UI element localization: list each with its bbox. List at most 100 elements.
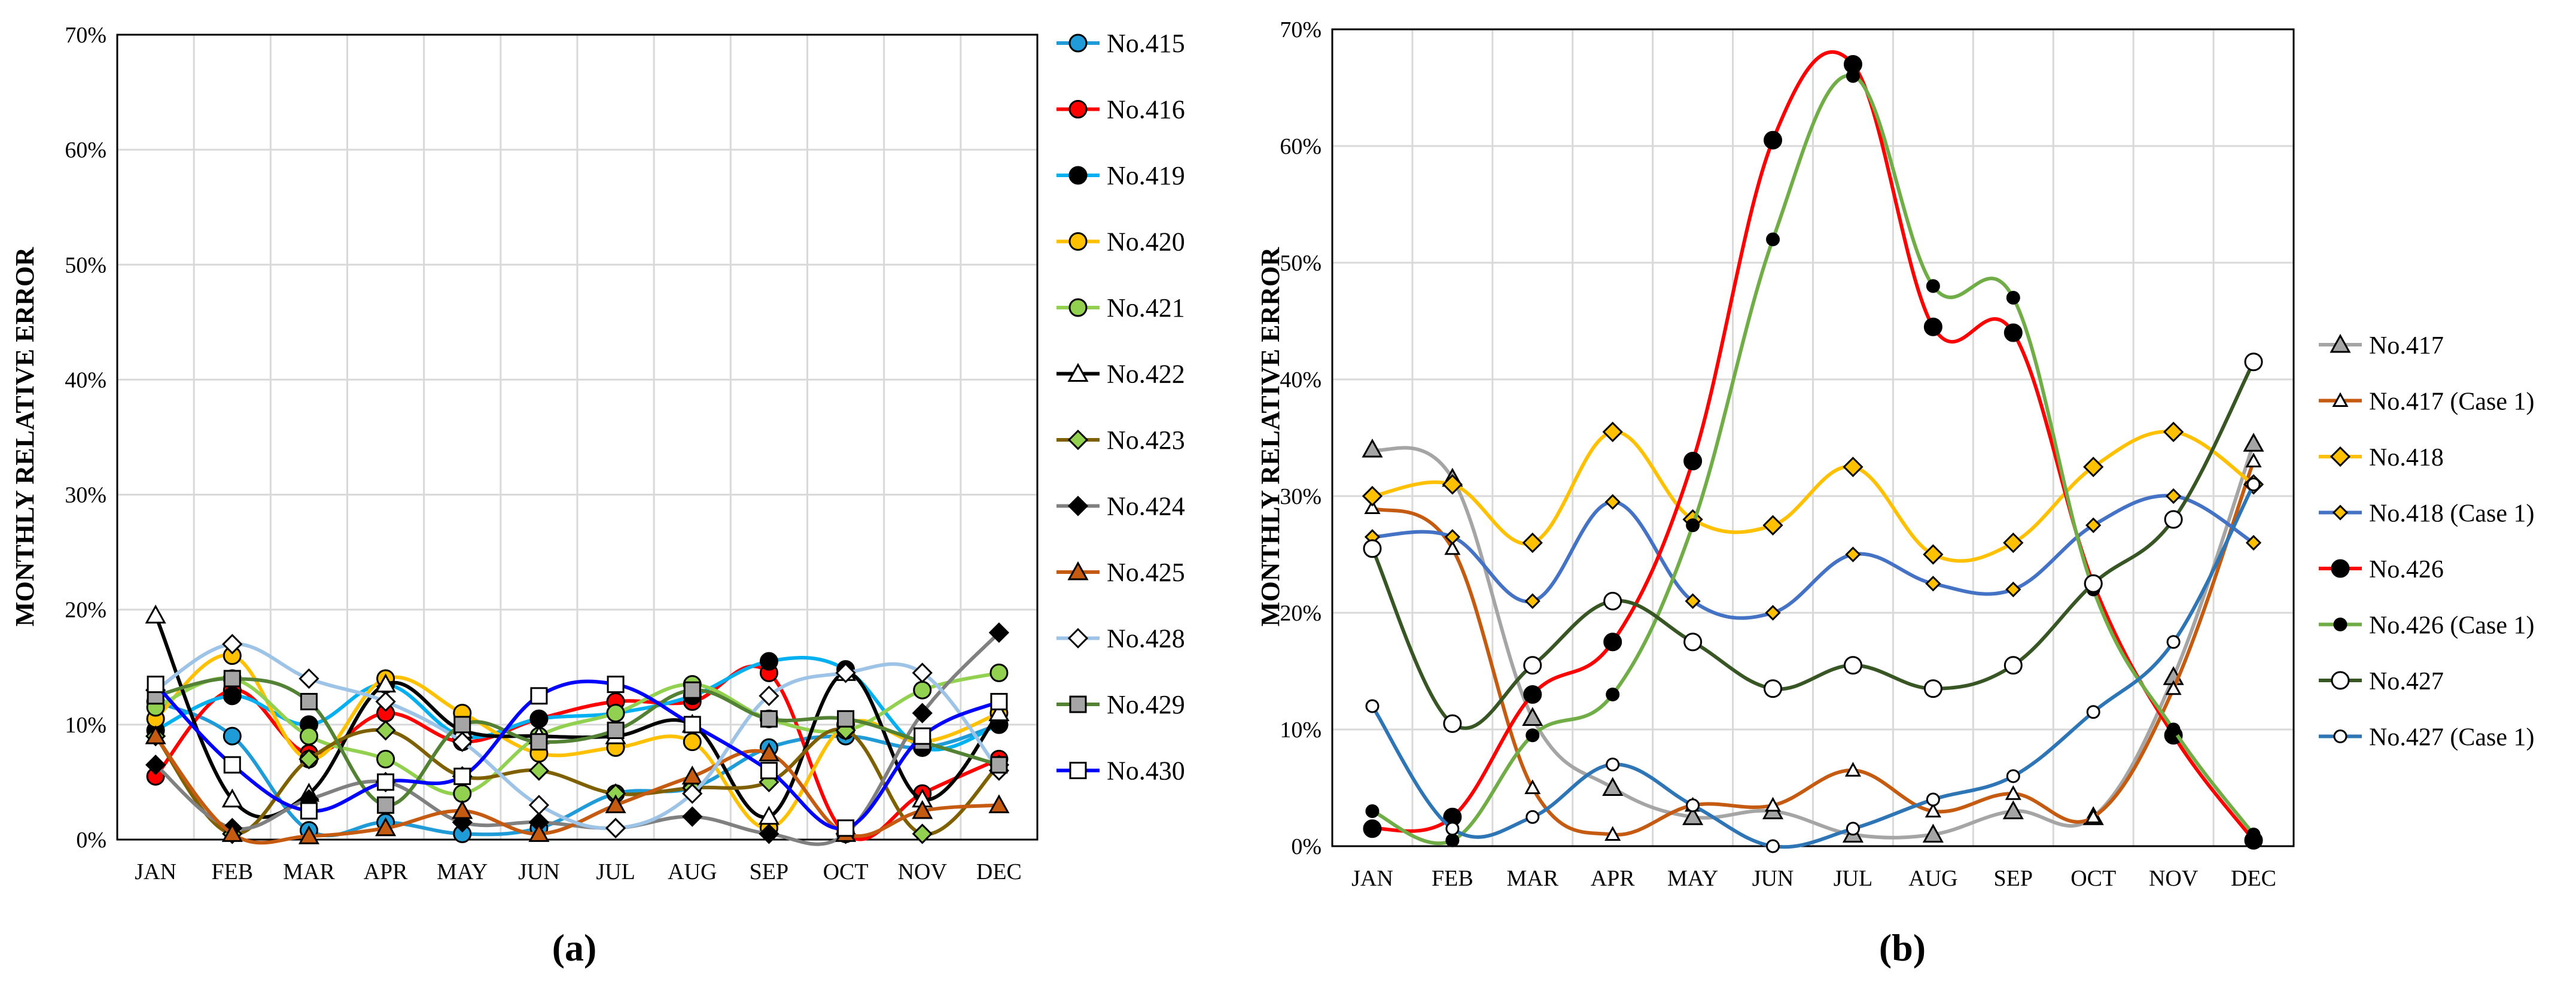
data-point-no-418-case-1 (1524, 593, 1540, 609)
x-tick-label: DEC (2231, 866, 2276, 891)
x-tick-label: OCT (823, 859, 869, 884)
data-point-no-417 (1682, 806, 1704, 825)
legend-item-no-417: No.417 (2319, 332, 2444, 360)
x-tick-label: JUN (1752, 866, 1794, 891)
data-point-no-426 (1923, 317, 1942, 336)
y-tick-label: 30% (65, 483, 106, 508)
data-point-no-422 (145, 604, 166, 624)
data-point-no-424 (988, 622, 1010, 643)
x-tick-label: JUL (596, 859, 635, 884)
legend-item-no-430: No.430 (1056, 756, 1185, 786)
series-group-a (145, 604, 1010, 846)
data-point-no-418 (1362, 485, 1383, 507)
x-tick-label: JAN (1351, 866, 1393, 891)
y-tick-label: 40% (1280, 367, 1322, 393)
data-point-no-428 (528, 795, 550, 816)
data-point-no-417 (1362, 438, 1383, 458)
legend-a: No.415 No.416 No.419 No.420 No.421 No.422 No.4… (1056, 29, 1185, 786)
y-tick-label: 0% (1291, 834, 1322, 859)
legend-item-no-417-case-1: No.417 (Case 1) (2319, 388, 2534, 416)
legend-label: No.427 (2369, 668, 2444, 695)
data-point-no-427 (1443, 714, 1462, 733)
series-line-no-428 (154, 642, 1001, 831)
legend-swatch-marker (2332, 504, 2349, 521)
legend-label: No.422 (1107, 360, 1185, 389)
data-point-no-427-case-1 (2166, 635, 2181, 649)
series-no-427-case-1 (1365, 478, 2261, 853)
data-point-no-428 (759, 685, 780, 706)
data-point-no-427 (1843, 656, 1862, 675)
legend-label: No.423 (1107, 425, 1185, 455)
data-point-no-425 (221, 823, 243, 842)
legend-item-no-422: No.422 (1056, 360, 1185, 389)
legend-swatch-marker (1067, 495, 1089, 516)
y-tick-label: 20% (1280, 601, 1322, 626)
panel-label-b: (b) (1879, 926, 1926, 969)
data-point-no-427-case-1 (1686, 798, 1700, 813)
y-tick-label: 70% (1280, 17, 1322, 42)
data-point-no-422 (221, 788, 243, 808)
legend-item-no-421: No.421 (1056, 293, 1185, 323)
data-point-no-427-case-1 (2006, 769, 2020, 783)
data-point-no-428 (835, 662, 856, 683)
legend-swatch-marker (2333, 618, 2347, 631)
y-tick-label: 50% (1280, 251, 1322, 276)
data-point-no-426 (2003, 323, 2023, 342)
y-tick-label: 50% (65, 253, 106, 278)
legend-swatch-marker (1067, 363, 1089, 382)
data-point-no-417 (2243, 433, 2264, 452)
data-point-no-418 (1522, 532, 1543, 554)
data-point-no-428 (299, 668, 319, 689)
data-point-no-430 (530, 687, 548, 705)
plot-area-b (1331, 28, 2295, 847)
data-point-no-418 (1923, 544, 1944, 565)
data-point-no-426-case-1 (1445, 833, 1460, 847)
legend-item-no-419: No.419 (1056, 161, 1185, 190)
legend-label: No.416 (1107, 95, 1185, 124)
y-axis-b: 0% 10% 20% 30% 40% 50% 60% 70% (1280, 17, 1322, 859)
legend-swatch-marker (1068, 232, 1088, 251)
x-tick-label: APR (1591, 866, 1636, 891)
legend-label: No.427 (Case 1) (2369, 724, 2534, 752)
chart-panel-b: 0%10%20%30%40%50%60%70% JAN FEB MAR APR MAY J… (1256, 17, 2534, 969)
data-point-no-429 (377, 796, 395, 814)
series-no-418-case-1 (1364, 488, 2262, 621)
data-point-no-430 (914, 727, 931, 745)
legend-label: No.429 (1107, 690, 1185, 719)
data-point-no-418 (1602, 421, 1623, 442)
data-point-no-426 (1683, 452, 1703, 470)
data-point-no-417-case-1 (2245, 452, 2262, 467)
data-point-no-427-case-1 (1445, 822, 1460, 836)
legend-item-no-418-case-1: No.418 (Case 1) (2319, 500, 2534, 528)
data-point-no-417 (1922, 823, 1944, 843)
data-point-no-426 (1603, 633, 1622, 652)
series-line-no-430 (154, 679, 1001, 831)
data-point-no-427-case-1 (1365, 699, 1380, 713)
data-point-no-418-case-1 (1765, 604, 1781, 621)
data-point-no-430 (223, 756, 241, 774)
series-no-429 (147, 670, 1008, 814)
data-point-no-418-case-1 (2005, 581, 2021, 598)
data-point-no-425 (528, 823, 550, 842)
x-tick-label: APR (364, 859, 409, 884)
data-point-no-423 (375, 720, 396, 741)
data-point-no-426-case-1 (2166, 722, 2181, 737)
data-point-no-418 (1843, 457, 1864, 478)
legend-swatch-marker (1067, 628, 1089, 649)
x-tick-label: FEB (211, 859, 253, 884)
data-point-no-417-case-1 (1844, 762, 1861, 777)
y-axis-label-a: MONTHLY RELATIVE ERROR (10, 247, 39, 627)
data-point-no-430 (147, 676, 165, 694)
data-point-no-425 (988, 794, 1010, 813)
data-point-no-429 (683, 681, 701, 699)
y-tick-label: 10% (65, 713, 106, 738)
legend-label: No.417 (Case 1) (2369, 388, 2534, 416)
data-point-no-418-case-1 (2085, 517, 2102, 533)
y-axis-a: 0% 10% 20% 30% 40% 50% 60% 70% (65, 23, 106, 853)
panel-label-a: (a) (552, 926, 597, 969)
data-point-no-424 (682, 806, 703, 827)
data-point-no-425 (605, 794, 626, 813)
data-point-no-418-case-1 (1685, 593, 1701, 609)
data-point-no-427 (2003, 656, 2023, 675)
